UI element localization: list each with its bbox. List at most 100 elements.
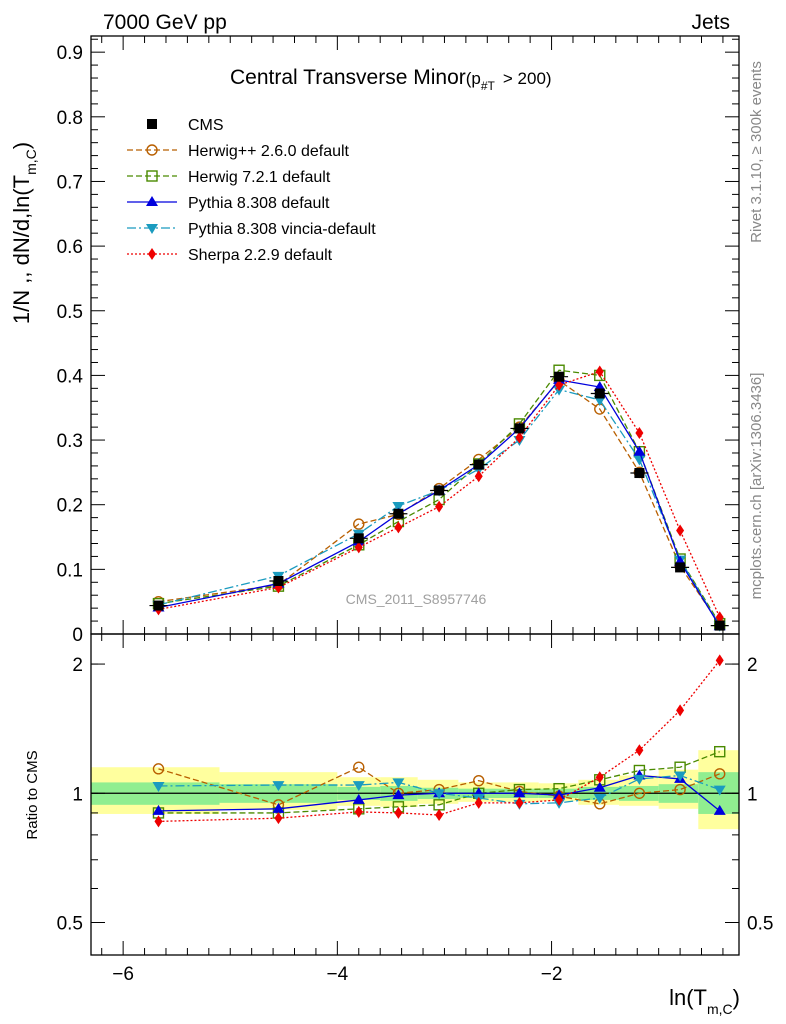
main-y-tick-label: 0.2 — [57, 496, 83, 517]
legend-entry: Sherpa 2.2.9 default — [127, 247, 333, 264]
data-point — [515, 431, 524, 444]
main-y-tick-label: 0.6 — [57, 237, 83, 258]
data-point — [353, 533, 364, 544]
main-y-tick-label: 0.3 — [57, 431, 83, 452]
series-line — [158, 370, 721, 618]
data-point — [153, 600, 164, 611]
main-y-tick-label: 0.1 — [57, 560, 83, 581]
legend-marker — [146, 144, 158, 156]
legend-entry: Herwig++ 2.6.0 default — [127, 143, 350, 160]
ratio-y-axis-label: Ratio to CMS — [24, 750, 41, 839]
ratio-point — [352, 781, 365, 792]
main-y-tick-label: 0.5 — [57, 302, 83, 323]
legend-entry: CMS — [147, 117, 224, 134]
data-point — [353, 518, 365, 530]
legend-marker — [146, 224, 158, 234]
legend-label: Herwig 7.2.1 default — [188, 169, 331, 186]
ratio-point — [394, 806, 403, 819]
ratio-point — [635, 744, 644, 757]
x-tick-label: −4 — [327, 964, 349, 985]
ratio-point — [714, 745, 726, 758]
main-y-tick-label: 0.8 — [57, 108, 83, 129]
x-axis-label: ln(Tm,C) — [669, 985, 740, 1017]
legend-label: Sherpa 2.2.9 default — [188, 247, 333, 264]
ratio-point — [674, 783, 686, 796]
ratio-line — [158, 774, 721, 812]
analysis-watermark: CMS_2011_S8957746 — [346, 591, 487, 607]
ratio-point — [473, 774, 485, 787]
ratio-point — [152, 781, 165, 792]
ratio-line — [158, 766, 720, 806]
ratio-point — [392, 778, 405, 789]
main-y-axis-label: 1/N ,, dN/d,ln(Tm,C) — [9, 142, 39, 324]
legend-entry: Herwig 7.2.1 default — [127, 169, 331, 186]
main-y-tick-label: 0.4 — [57, 366, 84, 387]
data-point — [675, 562, 686, 573]
data-point — [715, 611, 724, 624]
legend: CMS Herwig++ 2.6.0 default Herwig 7.2.1 de… — [127, 117, 376, 264]
ratio-point — [595, 771, 604, 784]
ratio-y-tick-label-right: 0.5 — [747, 913, 773, 934]
ratio-point — [593, 794, 606, 805]
legend-entry: Pythia 8.308 vincia-default — [127, 221, 376, 238]
ratio-point — [474, 796, 483, 809]
ratio-point — [354, 805, 363, 818]
ratio-point — [152, 763, 165, 775]
legend-label: Herwig++ 2.6.0 default — [188, 143, 350, 160]
mcplots-info: mcplots.cern.ch [arXiv:1306.3436] — [748, 373, 765, 600]
main-y-tick-label: 0 — [72, 625, 83, 646]
ratio-point — [154, 815, 163, 828]
series-line — [158, 388, 721, 626]
ratio-series-sherpa-2-2-9-default — [154, 654, 724, 828]
main-y-tick-label: 0.7 — [57, 172, 83, 193]
legend-entry: Pythia 8.308 default — [127, 195, 330, 212]
x-tick-label: −6 — [112, 964, 134, 985]
ratio-point — [435, 809, 444, 822]
data-point — [676, 524, 685, 537]
ratio-point — [352, 793, 365, 804]
ratio-point — [272, 802, 285, 813]
series-line — [158, 369, 721, 624]
legend-label: CMS — [188, 117, 224, 134]
data-point — [514, 423, 525, 434]
ratio-y-tick-label: 0.5 — [57, 913, 83, 934]
legend-label: Pythia 8.308 default — [188, 195, 330, 212]
ratio-point — [433, 789, 446, 800]
legend-marker — [146, 196, 158, 206]
x-tick-label: −2 — [541, 964, 563, 985]
ratio-point — [713, 785, 726, 796]
data-point — [634, 468, 645, 479]
legend-marker — [146, 170, 158, 182]
ratio-line — [158, 751, 720, 814]
legend-marker — [147, 119, 157, 129]
legend-label: Pythia 8.308 vincia-default — [188, 221, 376, 238]
ratio-point — [633, 787, 646, 799]
ratio-point — [676, 704, 685, 717]
header-left: 7000 GeV pp — [103, 11, 227, 34]
ratio-point — [152, 804, 165, 815]
ratio-point — [714, 768, 726, 780]
data-point — [555, 379, 564, 392]
ratio-y-tick-label-right: 2 — [747, 655, 758, 676]
data-point — [714, 620, 725, 631]
data-point — [392, 501, 405, 512]
series-herwig-7-2-1-default — [152, 364, 726, 630]
rivet-info: Rivet 3.1.10, ≥ 300k events — [748, 61, 765, 243]
ratio-point — [513, 787, 526, 798]
main-y-tick-label: 0.9 — [57, 43, 83, 64]
data-point — [474, 470, 483, 483]
ratio-y-tick-label: 2 — [72, 655, 83, 676]
ratio-point — [353, 761, 365, 773]
data-point — [435, 500, 444, 513]
ratio-y-tick-label: 1 — [72, 784, 83, 805]
data-point — [393, 508, 404, 519]
series-line — [158, 379, 721, 627]
ratio-point — [715, 654, 724, 667]
ratio-point — [593, 781, 606, 792]
ratio-point — [674, 771, 687, 782]
ratio-point — [392, 789, 405, 800]
series-line — [158, 379, 721, 625]
data-point — [594, 388, 605, 399]
ratio-y-tick-label-right: 1 — [747, 784, 758, 805]
